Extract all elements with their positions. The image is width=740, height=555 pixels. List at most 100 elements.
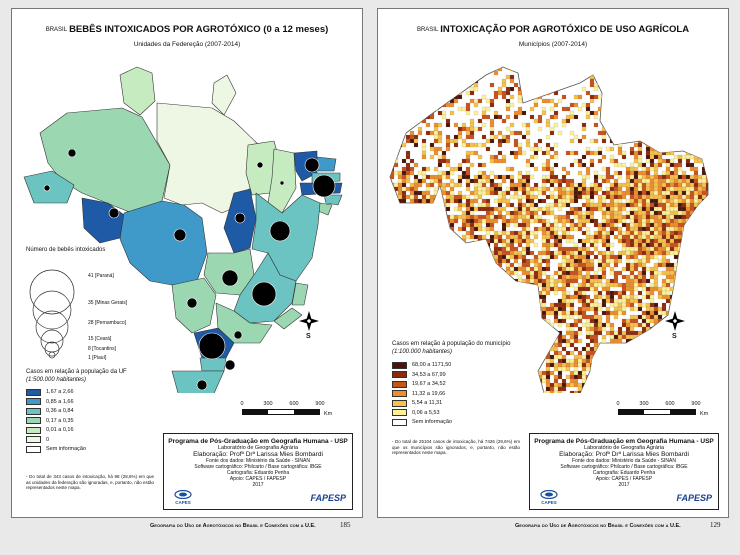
municipality-cell <box>577 266 583 272</box>
municipality-cell <box>613 342 619 348</box>
municipality-cell <box>665 298 671 304</box>
municipality-cell <box>421 234 427 240</box>
municipality-cell <box>657 158 663 164</box>
municipality-cell <box>473 374 479 380</box>
municipality-cell <box>649 270 655 276</box>
municipality-cell <box>569 294 575 300</box>
municipality-cell <box>673 210 679 216</box>
municipality-cell <box>509 342 515 348</box>
municipality-cell <box>541 350 547 356</box>
municipality-cell <box>549 234 555 240</box>
municipality-cell <box>561 178 567 184</box>
left-scale-unit: Km <box>324 411 333 417</box>
municipality-cell <box>601 354 607 360</box>
municipality-cell <box>401 202 407 208</box>
municipality-cell <box>601 238 607 244</box>
municipality-cell <box>481 174 487 180</box>
municipality-cell <box>393 314 399 320</box>
municipality-cell <box>453 290 459 296</box>
municipality-cell <box>681 250 687 256</box>
municipality-cell <box>617 74 623 80</box>
municipality-cell <box>529 286 535 292</box>
municipality-cell <box>477 186 483 192</box>
municipality-cell <box>561 290 567 296</box>
municipality-cell <box>605 170 611 176</box>
municipality-cell <box>397 250 403 256</box>
municipality-cell <box>589 318 595 324</box>
municipality-cell <box>677 70 683 76</box>
municipality-cell <box>633 254 639 260</box>
municipality-cell <box>465 178 471 184</box>
municipality-cell <box>445 118 451 124</box>
municipality-cell <box>433 334 439 340</box>
municipality-cell <box>669 214 675 220</box>
municipality-cell <box>425 274 431 280</box>
municipality-cell <box>545 306 551 312</box>
municipality-cell <box>413 206 419 212</box>
municipality-cell <box>649 370 655 376</box>
municipality-cell <box>657 342 663 348</box>
municipality-cell <box>645 166 651 172</box>
municipality-cell <box>473 382 479 388</box>
municipality-cell <box>481 370 487 376</box>
municipality-cell <box>397 178 403 184</box>
municipality-cell <box>449 190 455 196</box>
municipality-cell <box>449 334 455 340</box>
municipality-cell <box>505 266 511 272</box>
municipality-cell <box>653 186 659 192</box>
municipality-cell <box>689 258 695 264</box>
municipality-cell <box>585 318 591 324</box>
municipality-cell <box>637 390 643 393</box>
municipality-cell <box>409 262 415 268</box>
municipality-cell <box>525 78 531 84</box>
municipality-cell <box>693 226 699 232</box>
municipality-cell <box>649 306 655 312</box>
municipality-cell <box>581 218 587 224</box>
municipality-cell <box>457 326 463 332</box>
municipality-cell <box>621 358 627 364</box>
municipality-cell <box>429 326 435 332</box>
municipality-cell <box>513 382 519 388</box>
municipality-cell <box>397 234 403 240</box>
municipality-cell <box>565 278 571 284</box>
municipality-cell <box>465 158 471 164</box>
municipality-cell <box>645 242 651 248</box>
municipality-cell <box>425 234 431 240</box>
municipality-cell <box>501 214 507 220</box>
municipality-cell <box>569 246 575 252</box>
municipality-cell <box>481 214 487 220</box>
municipality-cell <box>673 67 679 72</box>
municipality-cell <box>685 286 691 292</box>
municipality-cell <box>390 270 395 276</box>
municipality-cell <box>525 218 531 224</box>
municipality-cell <box>645 370 651 376</box>
municipality-cell <box>697 378 703 384</box>
municipality-cell <box>405 294 411 300</box>
municipality-cell <box>641 182 647 188</box>
municipality-cell <box>493 282 499 288</box>
municipality-cell <box>541 174 547 180</box>
municipality-cell <box>673 98 679 104</box>
municipality-cell <box>653 306 659 312</box>
municipality-cell <box>601 378 607 384</box>
municipality-cell <box>521 194 527 200</box>
municipality-cell <box>653 206 659 212</box>
municipality-cell <box>705 67 708 68</box>
municipality-cell <box>497 138 503 144</box>
municipality-cell <box>685 182 691 188</box>
municipality-cell <box>605 202 611 208</box>
municipality-cell <box>589 138 595 144</box>
municipality-cell <box>509 130 515 136</box>
municipality-cell <box>485 358 491 364</box>
municipality-cell <box>509 386 515 392</box>
municipality-cell <box>509 318 515 324</box>
municipality-cell <box>629 346 635 352</box>
municipality-cell <box>393 214 399 220</box>
municipality-cell <box>529 362 535 368</box>
municipality-cell <box>541 346 547 352</box>
municipality-cell <box>649 358 655 364</box>
municipality-cell <box>657 366 663 372</box>
municipality-cell <box>489 98 495 104</box>
municipality-cell <box>685 67 691 72</box>
municipality-cell <box>481 134 487 140</box>
